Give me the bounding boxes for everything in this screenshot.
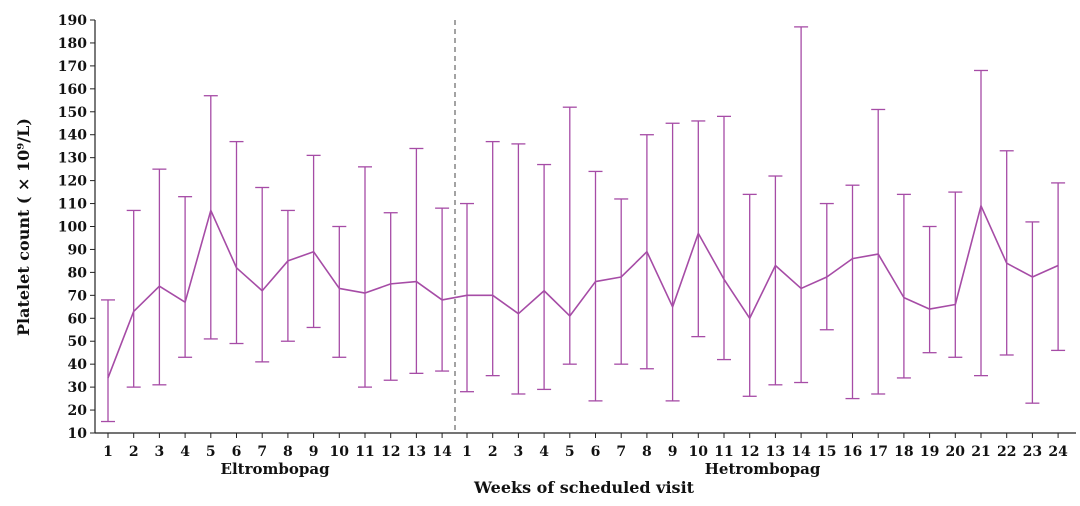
- x-tick-label: 1: [462, 444, 472, 460]
- y-tick-label: 150: [58, 105, 87, 121]
- y-tick-label: 60: [68, 311, 88, 327]
- x-tick-label: 11: [355, 444, 374, 460]
- x-tick-label: 6: [591, 444, 601, 460]
- x-tick-label: 10: [330, 444, 350, 460]
- x-tick-label: 22: [997, 444, 1016, 460]
- y-tick-label: 10: [68, 426, 88, 442]
- series-line-eltrombopag: [107, 209, 443, 379]
- x-tick-label: 20: [946, 444, 966, 460]
- x-tick-label: 19: [920, 444, 939, 460]
- x-tick-label: 21: [971, 444, 990, 460]
- x-tick-label: 14: [791, 444, 811, 460]
- y-tick-label: 80: [68, 265, 88, 281]
- x-tick-label: 12: [740, 444, 759, 460]
- x-tick-label: 13: [407, 444, 426, 460]
- x-tick-label: 3: [514, 444, 524, 460]
- y-tick-label: 140: [58, 128, 87, 144]
- x-tick-label: 9: [668, 444, 678, 460]
- y-tick-label: 180: [58, 36, 87, 52]
- x-axis-title: Weeks of scheduled visit: [473, 478, 695, 497]
- x-tick-label: 23: [1023, 444, 1042, 460]
- y-tick-label: 110: [58, 197, 87, 213]
- x-tick-label: 4: [180, 444, 190, 460]
- y-tick-label: 170: [58, 59, 87, 75]
- x-tick-label: 12: [381, 444, 400, 460]
- axes: 1020304050607080901001101201301401501601…: [58, 13, 1076, 460]
- group-label-hetrombopag: Hetrombopag: [705, 460, 821, 478]
- x-tick-label: 6: [232, 444, 242, 460]
- x-tick-label: 11: [714, 444, 733, 460]
- x-tick-label: 2: [129, 444, 139, 460]
- labels: Weeks of scheduled visit Platelet count …: [14, 118, 821, 497]
- y-tick-label: 100: [58, 220, 87, 236]
- y-tick-label: 190: [58, 13, 87, 29]
- x-tick-label: 17: [868, 444, 887, 460]
- x-tick-label: 16: [843, 444, 862, 460]
- series-lines: [107, 205, 1059, 379]
- error-bars: [101, 26, 1066, 423]
- series-connector: [441, 294, 468, 301]
- x-tick-label: 10: [689, 444, 709, 460]
- y-tick-label: 70: [68, 288, 88, 304]
- y-tick-label: 90: [68, 242, 88, 258]
- y-axis-title: Platelet count ( × 10⁹/L): [14, 118, 33, 336]
- x-tick-label: 13: [766, 444, 785, 460]
- x-tick-label: 8: [642, 444, 652, 460]
- x-tick-label: 3: [155, 444, 165, 460]
- series-line-hetrombopag: [467, 205, 1059, 320]
- x-tick-label: 7: [616, 444, 626, 460]
- x-tick-label: 5: [565, 444, 575, 460]
- y-tick-label: 130: [58, 151, 87, 167]
- y-tick-label: 50: [68, 334, 88, 350]
- group-label-eltrombopag: Eltrombopag: [221, 460, 331, 478]
- x-tick-label: 8: [283, 444, 293, 460]
- y-tick-label: 30: [68, 380, 88, 396]
- x-tick-label: 7: [257, 444, 267, 460]
- x-tick-label: 9: [309, 444, 319, 460]
- x-tick-label: 1: [103, 444, 113, 460]
- x-tick-label: 15: [817, 444, 836, 460]
- x-tick-label: 5: [206, 444, 216, 460]
- x-tick-label: 4: [539, 444, 549, 460]
- y-tick-label: 120: [58, 174, 87, 190]
- y-tick-label: 20: [68, 403, 88, 419]
- y-tick-label: 160: [58, 82, 87, 98]
- x-tick-label: 14: [432, 444, 452, 460]
- x-tick-label: 18: [894, 444, 913, 460]
- x-tick-label: 24: [1048, 444, 1068, 460]
- x-tick-label: 2: [488, 444, 498, 460]
- y-tick-label: 40: [68, 357, 88, 373]
